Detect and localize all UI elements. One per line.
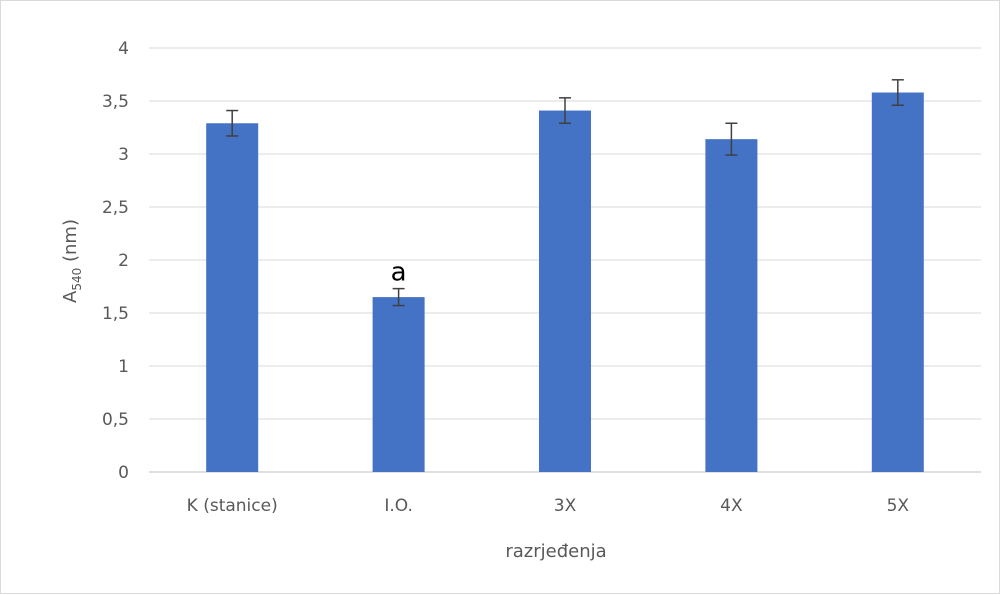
y-tick-label: 2,5: [102, 198, 129, 218]
y-tick-label: 0: [118, 463, 129, 483]
y-tick-label: 3,5: [102, 92, 129, 112]
y-tick-label: 1,5: [102, 304, 129, 324]
annotation-label: a: [391, 258, 407, 288]
bar: [871, 92, 924, 473]
y-tick-labels: 0 0,5 1 1,5 2 2,5 3 3,5 4: [102, 39, 129, 483]
x-tick-labels: K (stanice) I.O. 3X 4X 5X: [187, 496, 910, 516]
annotations: a: [391, 258, 407, 288]
bar: [539, 110, 591, 472]
y-axis-title-unit: (nm): [60, 219, 81, 268]
bar: [705, 139, 758, 472]
error-bars: [226, 79, 904, 307]
y-tick-label: 4: [118, 39, 129, 59]
y-axis-title-subscript: 540: [70, 268, 84, 291]
x-tick-label: K (stanice): [187, 496, 278, 516]
x-axis-title: razrjeđenja: [505, 541, 606, 562]
y-tick-label: 1: [118, 357, 129, 377]
x-tick-label: 3X: [554, 496, 577, 516]
y-tick-label: 0,5: [102, 410, 129, 430]
x-tick-label: 5X: [887, 496, 910, 516]
bar: [206, 123, 259, 472]
bar: [372, 297, 425, 472]
x-tick-label: I.O.: [384, 496, 413, 516]
y-tick-label: 3: [118, 145, 129, 165]
y-tick-label: 2: [118, 251, 129, 271]
y-axis-title: A540 (nm): [60, 219, 84, 303]
x-tick-label: 4X: [720, 496, 743, 516]
y-axis-title-main: A: [60, 290, 81, 303]
bars: [206, 92, 924, 473]
